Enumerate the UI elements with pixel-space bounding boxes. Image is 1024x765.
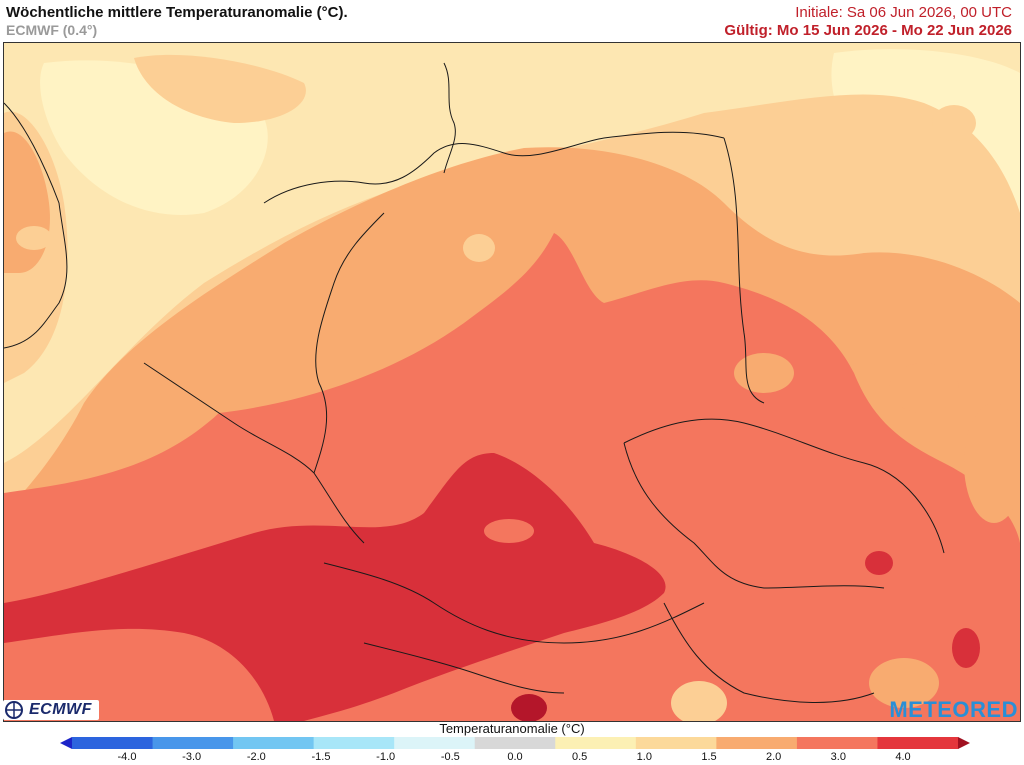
model-label: ECMWF (0.4°)	[6, 22, 98, 38]
colorbar-title: Temperaturanomalie (°C)	[439, 721, 585, 736]
colorbar-segment	[877, 737, 959, 749]
anomaly-area-1.5	[869, 658, 939, 708]
colorbar-tick-label: -2.0	[246, 751, 266, 763]
colorbar-segment	[60, 737, 72, 749]
colorbar-segment	[394, 737, 476, 749]
colorbar-ticks: -4.0 -3.0 -2.0 -1.5 -1.0 -0.5 0.0 0.5 1.0 1.5 2.0 3…	[0, 751, 1024, 765]
anomaly-area-1.0	[463, 234, 495, 262]
anomaly-area-1.0	[671, 681, 727, 721]
colorbar-tick-label: -0.5	[440, 751, 460, 763]
valid-period: Gültig: Mo 15 Jun 2026 - Mo 22 Jun 2026	[724, 22, 1012, 39]
anomaly-area-1.0	[134, 54, 306, 123]
anomaly-area-1.5	[964, 403, 1020, 523]
colorbar-tick-label: -1.5	[311, 751, 331, 763]
ecmwf-logo-icon	[5, 701, 23, 719]
colorbar-segment	[555, 737, 637, 749]
colorbar-tick-label: 0.0	[507, 751, 523, 763]
colorbar-segment	[716, 737, 798, 749]
colorbar-segment	[958, 737, 970, 749]
init-time: Initiale: Sa 06 Jun 2026, 00 UTC	[795, 4, 1012, 21]
anomaly-area-1.5	[889, 363, 959, 413]
anomaly-area-4.0	[511, 694, 547, 721]
map-canvas	[4, 43, 1020, 721]
anomaly-area-1.0	[932, 105, 976, 141]
colorbar-segment	[635, 737, 717, 749]
colorbar-tick-label: 1.5	[701, 751, 717, 763]
ecmwf-logo-text: ECMWF	[29, 701, 92, 718]
colorbar	[60, 737, 970, 749]
anomaly-area-2.0	[484, 519, 534, 543]
map-title: Wöchentliche mittlere Temperaturanomalie…	[6, 4, 348, 21]
colorbar-segment	[152, 737, 234, 749]
colorbar-segment	[474, 737, 556, 749]
anomaly-area-1.5	[734, 353, 794, 393]
colorbar-segment	[796, 737, 878, 749]
colorbar-segment	[72, 737, 154, 749]
colorbar-tick-label: 4.0	[895, 751, 911, 763]
colorbar-tick-label: 3.0	[830, 751, 846, 763]
colorbar-tick-label: 0.5	[572, 751, 588, 763]
colorbar-tick-label: 2.0	[766, 751, 782, 763]
anomaly-area-1.0	[16, 226, 52, 250]
ecmwf-logo: ECMWF	[3, 700, 99, 720]
colorbar-tick-label: -1.0	[376, 751, 396, 763]
anomaly-map[interactable]	[3, 42, 1021, 722]
border-lines	[4, 62, 945, 703]
colorbar-segment	[313, 737, 395, 749]
colorbar-tick-label: -3.0	[182, 751, 202, 763]
colorbar-tick-label: 1.0	[636, 751, 652, 763]
colorbar-tick-label: -4.0	[117, 751, 137, 763]
meteored-logo: METEORED	[889, 697, 1018, 722]
anomaly-area-3.0	[865, 551, 893, 575]
colorbar-segment	[233, 737, 315, 749]
anomaly-area-3.0	[952, 628, 980, 668]
